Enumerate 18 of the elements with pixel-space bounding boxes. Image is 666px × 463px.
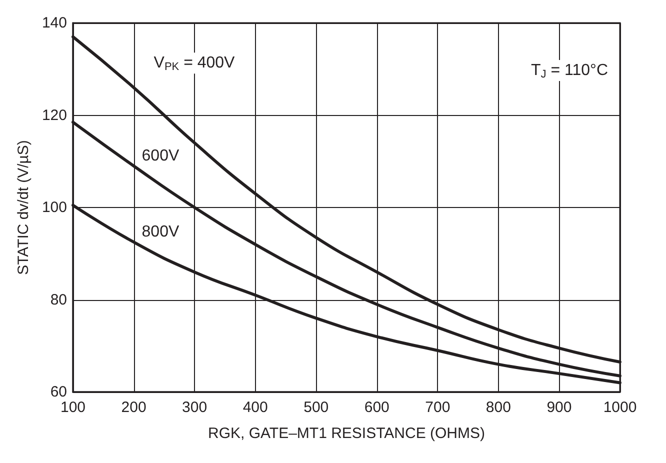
- y-tick-label: 120: [42, 106, 67, 124]
- y-tick-label: 140: [42, 14, 67, 32]
- x-axis-title: RGK, GATE–MT1 RESISTANCE (OHMS): [208, 425, 485, 442]
- x-tick-label: 1000: [603, 399, 637, 416]
- x-tick-label: 800: [486, 399, 511, 416]
- y-tick-label: 80: [50, 291, 67, 308]
- x-tick-label: 400: [242, 399, 268, 416]
- series-label: 600V: [142, 147, 180, 164]
- x-tick-label: 900: [546, 399, 572, 416]
- y-tick-label: 60: [50, 384, 67, 400]
- x-tick-label: 200: [121, 399, 146, 416]
- x-tick-label: 700: [425, 399, 450, 416]
- x-tick-label: 600: [364, 399, 390, 416]
- series-label: 800V: [142, 224, 180, 241]
- y-tick-label: 100: [42, 199, 67, 216]
- y-axis-title: STATIC dv/dt (V/µS): [15, 140, 32, 275]
- x-tick-label: 300: [182, 399, 208, 416]
- x-tick-label: 500: [304, 399, 329, 416]
